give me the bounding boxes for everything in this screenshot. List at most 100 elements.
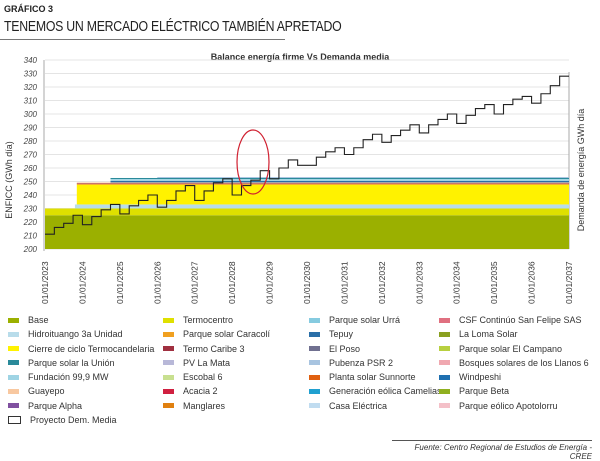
y-tick-label: 230	[23, 205, 38, 214]
legend-label: Manglares	[183, 400, 226, 411]
band-base	[45, 215, 569, 249]
legend-label: Pubenza PSR 2	[329, 357, 394, 368]
legend-label: Planta solar Sunnorte	[329, 372, 416, 383]
x-tick-label: 01/01/2027	[190, 261, 200, 304]
legend-label: Parque solar la Unión	[28, 357, 115, 368]
legend-swatch-icon	[163, 317, 174, 323]
legend-label: Parque Beta	[459, 386, 510, 397]
legend-swatch-icon	[8, 374, 19, 380]
demand-line	[45, 75, 569, 235]
legend-swatch-icon	[439, 346, 450, 352]
legend-item: Fundación 99,9 MW	[8, 372, 163, 382]
legend-item: Parque Beta	[439, 386, 599, 396]
y-tick-label: 250	[23, 178, 38, 187]
legend-label: Guayepo	[28, 386, 65, 397]
x-tick-label: 01/01/2035	[489, 261, 499, 304]
legend-label: Parque solar Urrá	[329, 315, 401, 325]
legend-item: Parque solar Urrá	[309, 315, 439, 325]
highlight-ellipse	[236, 129, 270, 195]
band-tepuy	[110, 180, 569, 183]
x-tick-label: 01/01/2029	[265, 261, 275, 304]
legend-label: Parque Alpha	[28, 400, 83, 411]
legend-item: Base	[8, 315, 163, 325]
legend-swatch-icon	[309, 360, 320, 366]
legend-label: Parque eólico Apotolorru	[459, 400, 558, 411]
legend-item: Acacia 2	[163, 386, 309, 396]
legend-swatch-icon	[8, 331, 19, 337]
y-tick-label: 240	[23, 191, 38, 200]
chart: Balance energía firme Vs Demanda media E…	[4, 52, 586, 304]
legend-item: Manglares	[163, 401, 309, 411]
chart-title: Balance energía firme Vs Demanda media	[211, 52, 391, 62]
x-tick-label: 01/01/2033	[414, 261, 424, 304]
legend-item: Escobal 6	[163, 372, 309, 382]
band-hidroituango-3a-unidad	[74, 204, 569, 209]
legend-swatch-icon	[8, 360, 19, 366]
legend-swatch-icon	[309, 317, 320, 323]
legend-item: Parque Alpha	[8, 401, 163, 411]
legend-item: Casa Eléctrica	[309, 401, 439, 411]
band-pubenza-psr-2	[157, 177, 570, 178]
x-tick-label: 01/01/2030	[302, 261, 312, 304]
legend-item: Cierre de ciclo Termocandelaria	[8, 344, 163, 354]
band-termo-caribe-3	[76, 183, 570, 184]
x-tick-label: 01/01/2024	[77, 261, 87, 304]
band-parque-solar-la-uni-n	[110, 177, 569, 180]
legend-swatch-icon	[309, 374, 320, 380]
band-cierre-de-ciclo-termocandelaria	[76, 184, 570, 205]
legend-label: Generación eólica Camelias	[329, 386, 442, 397]
legend-label: La Loma Solar	[459, 329, 518, 340]
legend-label: El Poso	[329, 343, 361, 354]
x-tick-label: 01/01/2037	[564, 261, 574, 304]
legend-label: Parque solar Caracolí	[183, 329, 271, 340]
legend-swatch-icon	[163, 346, 174, 352]
page-title: TENEMOS UN MERCADO ELÉCTRICO TAMBIÉN APR…	[4, 18, 342, 35]
legend-swatch-icon	[309, 403, 320, 409]
legend-label: Base	[28, 315, 49, 325]
legend-label: Escobal 6	[183, 372, 223, 383]
legend-item: Hidroituango 3a Unidad	[8, 329, 163, 339]
legend-swatch-icon	[439, 360, 450, 366]
legend-label: Windpeshi	[459, 372, 502, 383]
legend-item: Guayepo	[8, 386, 163, 396]
legend-item: Termo Caribe 3	[163, 344, 309, 354]
y-tick-label: 210	[23, 232, 38, 241]
legend-swatch-icon	[163, 388, 174, 394]
band-fundaci-n-99-9-mw	[110, 179, 569, 181]
legend-item: Pubenza PSR 2	[309, 358, 439, 368]
x-tick-label: 01/01/2034	[452, 261, 462, 304]
legend-swatch-icon	[163, 360, 174, 366]
legend-item: CSF Continúo San Felipe SAS	[439, 315, 599, 325]
x-tick-label: 01/01/2026	[152, 261, 162, 304]
y2-axis-label: Demanda de energía GWh día	[576, 109, 586, 232]
x-tick-label: 01/01/2028	[227, 261, 237, 304]
legend-label: Fundación 99,9 MW	[28, 372, 109, 383]
x-tick-label: 01/01/2023	[40, 261, 50, 304]
legend-item: Parque solar Caracolí	[163, 329, 309, 339]
legend-item: Parque eólico Apotolorru	[439, 401, 599, 411]
legend-swatch-icon	[309, 346, 320, 352]
x-tick-label: 01/01/2036	[527, 261, 537, 304]
legend-item: Termocentro	[163, 315, 309, 325]
legend: Base Termocentro Parque solar Urrá CSF Cont…	[8, 315, 598, 425]
legend-swatch-icon	[309, 331, 320, 337]
legend-item: Windpeshi	[439, 372, 599, 382]
band-parque-solar-caracol-	[76, 183, 570, 185]
legend-swatch-icon	[163, 331, 174, 337]
y-tick-label: 330	[24, 70, 38, 79]
legend-swatch-icon	[439, 374, 450, 380]
legend-swatch-icon	[439, 331, 450, 337]
y-tick-label: 340	[24, 56, 38, 65]
legend-item: Proyecto Dem. Media	[8, 415, 163, 425]
legend-item: PV La Mata	[163, 358, 309, 368]
legend-swatch-icon	[163, 403, 174, 409]
legend-swatch-icon	[439, 388, 450, 394]
x-tick-label: 01/01/2031	[339, 261, 349, 304]
legend-label: Hidroituango 3a Unidad	[28, 329, 123, 340]
legend-item: Tepuy	[309, 329, 439, 339]
legend-label: Casa Eléctrica	[329, 400, 388, 411]
y-tick-label: 320	[24, 83, 38, 92]
y-tick-label: 260	[23, 164, 38, 173]
y-tick-label: 200	[23, 245, 38, 254]
legend-item: La Loma Solar	[439, 329, 599, 339]
